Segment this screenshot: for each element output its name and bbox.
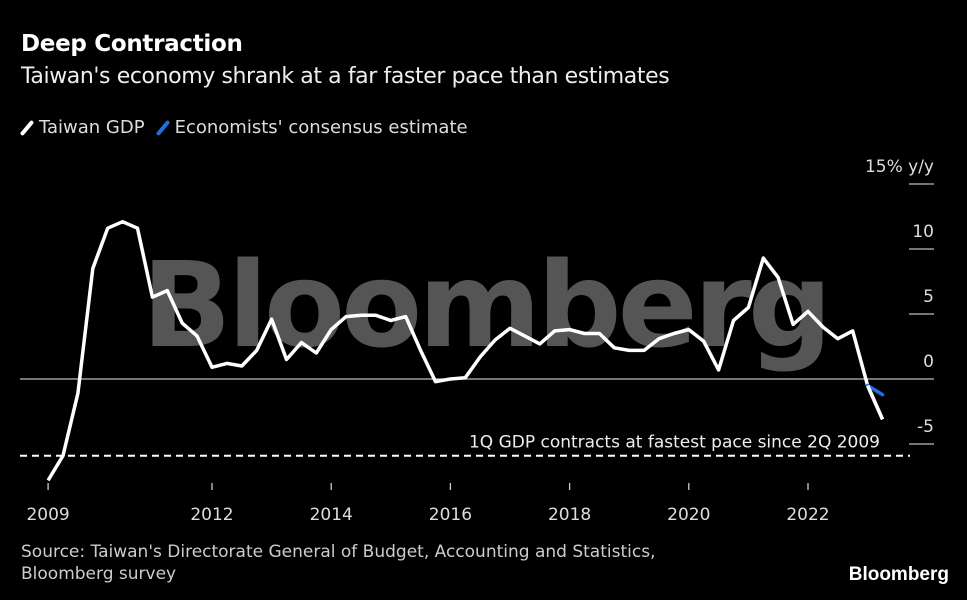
y-tick-label: 10 (912, 222, 934, 242)
x-tick-label: 2012 (190, 505, 233, 525)
legend-label: Taiwan GDP (39, 117, 145, 138)
y-tick-label: 15% y/y (865, 157, 934, 177)
x-tick-label: 2018 (548, 505, 591, 525)
x-tick-label: 2009 (26, 505, 69, 525)
chart-subtitle: Taiwan's economy shrank at a far faster … (21, 64, 670, 89)
series-taiwan-gdp-line (46, 219, 885, 482)
legend-item-taiwan-gdp: Taiwan GDP (19, 117, 145, 138)
y-tick-label: -5 (917, 417, 934, 437)
chart-title: Deep Contraction (21, 31, 243, 57)
series-taiwan-gdp-last-segment (865, 384, 885, 421)
legend-item-consensus: Economists' consensus estimate (155, 117, 468, 138)
bloomberg-logo: Bloomberg (848, 564, 949, 585)
y-tick-label: 5 (923, 287, 934, 307)
x-tick-label: 2014 (310, 505, 353, 525)
x-tick-label: 2020 (667, 505, 710, 525)
legend-label: Economists' consensus estimate (174, 117, 468, 138)
legend: Taiwan GDP Economists' consensus estimat… (19, 117, 468, 138)
y-tick-label: 0 (923, 352, 934, 372)
source-note: Source: Taiwan's Directorate General of … (21, 542, 656, 584)
annotation-label: 1Q GDP contracts at fastest pace since 2… (469, 433, 880, 453)
x-tick-label: 2016 (429, 505, 472, 525)
x-tick-label: 2022 (786, 505, 829, 525)
